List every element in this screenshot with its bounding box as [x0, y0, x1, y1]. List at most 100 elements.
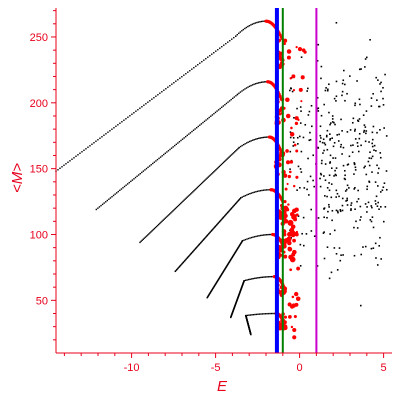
scatter-point	[330, 183, 333, 185]
scatter-point	[368, 157, 371, 159]
scatter-point	[364, 165, 366, 168]
scatter-point	[344, 83, 346, 86]
branch-point	[156, 158, 159, 161]
branch-point	[218, 220, 221, 223]
branch-point	[203, 120, 206, 123]
branch-point	[153, 161, 156, 163]
highlight-point	[287, 302, 292, 307]
branch-point	[272, 312, 274, 315]
branch-point	[208, 232, 211, 234]
scatter-point	[374, 242, 377, 245]
branch-point	[141, 106, 143, 108]
highlight-point	[287, 219, 294, 226]
branch-point	[266, 276, 268, 278]
scatter-point	[341, 82, 344, 85]
scatter-point	[320, 65, 323, 68]
scatter-point	[322, 152, 324, 154]
highlight-point	[293, 143, 297, 147]
branch-point	[213, 227, 215, 229]
branch-point	[191, 251, 193, 254]
branch-point	[145, 167, 148, 170]
branch-point	[250, 236, 253, 239]
highlight-point	[282, 324, 288, 329]
scatter-point	[323, 257, 326, 260]
branch-point	[240, 197, 242, 199]
scatter-point	[300, 110, 302, 112]
branch-point	[176, 268, 179, 270]
branch-point	[125, 184, 127, 186]
scatter-point	[352, 117, 355, 120]
branch-point	[142, 238, 145, 240]
scatter-point	[292, 145, 295, 147]
branch-point	[141, 239, 143, 241]
branch-point	[190, 252, 192, 255]
branch-point	[249, 278, 251, 280]
branch-point	[189, 193, 192, 195]
branch-point	[239, 91, 242, 93]
scatter-point	[354, 104, 356, 107]
branch-point	[205, 178, 207, 180]
branch-point	[256, 21, 258, 24]
branch-point	[61, 166, 63, 168]
branch-point	[214, 225, 217, 228]
highlight-point	[290, 231, 296, 238]
scatter-point	[323, 142, 326, 144]
branch-point	[199, 62, 201, 64]
branch-point	[153, 97, 155, 99]
branch-point	[149, 100, 151, 102]
highlight-point	[289, 132, 295, 137]
branch-point	[203, 238, 206, 240]
branch-point	[170, 147, 173, 149]
branch-point	[262, 234, 265, 236]
scatter-point	[324, 143, 327, 146]
scatter-point	[365, 130, 368, 132]
branch-point	[233, 96, 236, 98]
scatter-point	[344, 190, 347, 192]
branch-point	[179, 264, 182, 267]
scatter-point	[373, 149, 375, 151]
branch-point	[223, 161, 225, 164]
branch-point	[270, 312, 273, 315]
branch-point	[185, 73, 187, 75]
branch-point	[238, 32, 240, 35]
scatter-point	[309, 131, 311, 134]
scatter-point	[363, 166, 365, 169]
branch-point	[202, 238, 205, 241]
y-tick-label: 200	[30, 98, 48, 110]
branch-point	[183, 74, 185, 76]
highlight-point	[283, 254, 288, 259]
scatter-point	[297, 143, 299, 145]
highlight-point	[291, 214, 297, 220]
branch-point	[195, 187, 197, 190]
branch-point	[260, 276, 262, 279]
branch-point	[239, 197, 241, 200]
branch-point	[164, 217, 167, 219]
branch-point	[121, 121, 123, 123]
branch-point	[158, 157, 160, 160]
branch-point	[123, 185, 126, 188]
highlight-point	[301, 48, 306, 53]
branch-point	[262, 20, 264, 23]
branch-point	[174, 207, 176, 210]
branch-point	[224, 160, 226, 162]
scatter-point	[374, 203, 377, 205]
scatter-point	[337, 140, 340, 142]
branch-point	[237, 147, 239, 150]
scatter-point	[299, 122, 302, 124]
branch-point	[253, 138, 255, 141]
branch-point	[181, 76, 183, 78]
scatter-point	[354, 138, 357, 140]
branch-point	[186, 257, 188, 259]
scatter-point	[379, 156, 382, 159]
branch-point	[178, 265, 181, 268]
scatter-point	[366, 188, 368, 191]
scatter-point	[323, 208, 325, 210]
scatter-point	[333, 97, 336, 100]
highlight-point	[290, 126, 293, 130]
branch-point	[246, 194, 248, 196]
scatter-point	[328, 111, 330, 114]
x-tick-label: -5	[211, 362, 221, 374]
branch-point	[187, 255, 190, 258]
scatter-point	[342, 146, 345, 149]
scatter-point	[371, 206, 373, 209]
